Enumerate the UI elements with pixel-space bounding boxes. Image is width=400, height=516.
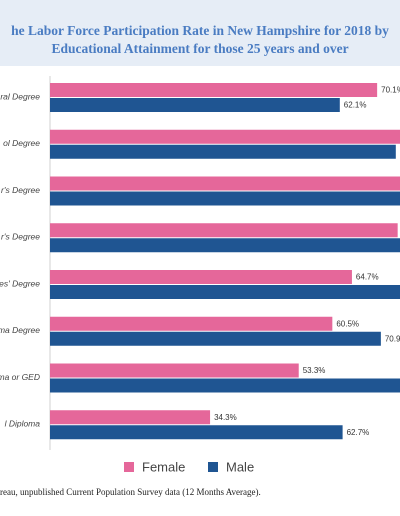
- bar: [50, 270, 352, 284]
- bar: [50, 176, 400, 191]
- legend-swatch: [208, 462, 218, 472]
- y-tick-label: es' Degree: [0, 278, 40, 288]
- y-tick-label: r's Degree: [1, 185, 40, 195]
- source-note: reau, unpublished Current Population Sur…: [0, 487, 261, 497]
- bar: [50, 129, 400, 144]
- bar: [50, 316, 333, 331]
- y-tick-label: ral Degree: [0, 91, 40, 101]
- bar: [50, 363, 299, 378]
- bar: [50, 83, 378, 97]
- chart-title: Educational Attainment for those 25 year…: [51, 41, 348, 56]
- value-label: 64.7%: [356, 273, 379, 282]
- value-label: 70.1%: [381, 86, 400, 95]
- value-label: 60.5%: [336, 319, 359, 328]
- value-label: 62.1%: [344, 101, 367, 110]
- bar: [50, 191, 400, 206]
- bar: [50, 238, 400, 253]
- bar: [50, 285, 400, 299]
- y-tick-label: l Diploma: [5, 419, 41, 429]
- legend-label: Female: [142, 459, 185, 474]
- legend-swatch: [124, 462, 134, 472]
- bar: [50, 425, 343, 440]
- y-tick-label: r's Degree: [1, 232, 40, 242]
- legend-label: Male: [226, 459, 254, 474]
- value-label: 53.3%: [303, 366, 326, 375]
- y-tick-label: ma or GED: [0, 372, 40, 382]
- bar: [50, 410, 211, 425]
- bar: [50, 98, 340, 112]
- bar: [50, 378, 400, 393]
- value-label: 70.9: [385, 334, 400, 343]
- chart-title: he Labor Force Participation Rate in New…: [11, 23, 389, 38]
- bar: [50, 331, 381, 346]
- bar: [50, 144, 396, 159]
- y-tick-label: ol Degree: [3, 138, 40, 148]
- value-label: 34.3%: [214, 413, 237, 422]
- bar: [50, 223, 398, 238]
- title-band: [0, 0, 400, 66]
- y-tick-label: ma Degree: [0, 325, 40, 335]
- value-label: 62.7%: [347, 428, 370, 437]
